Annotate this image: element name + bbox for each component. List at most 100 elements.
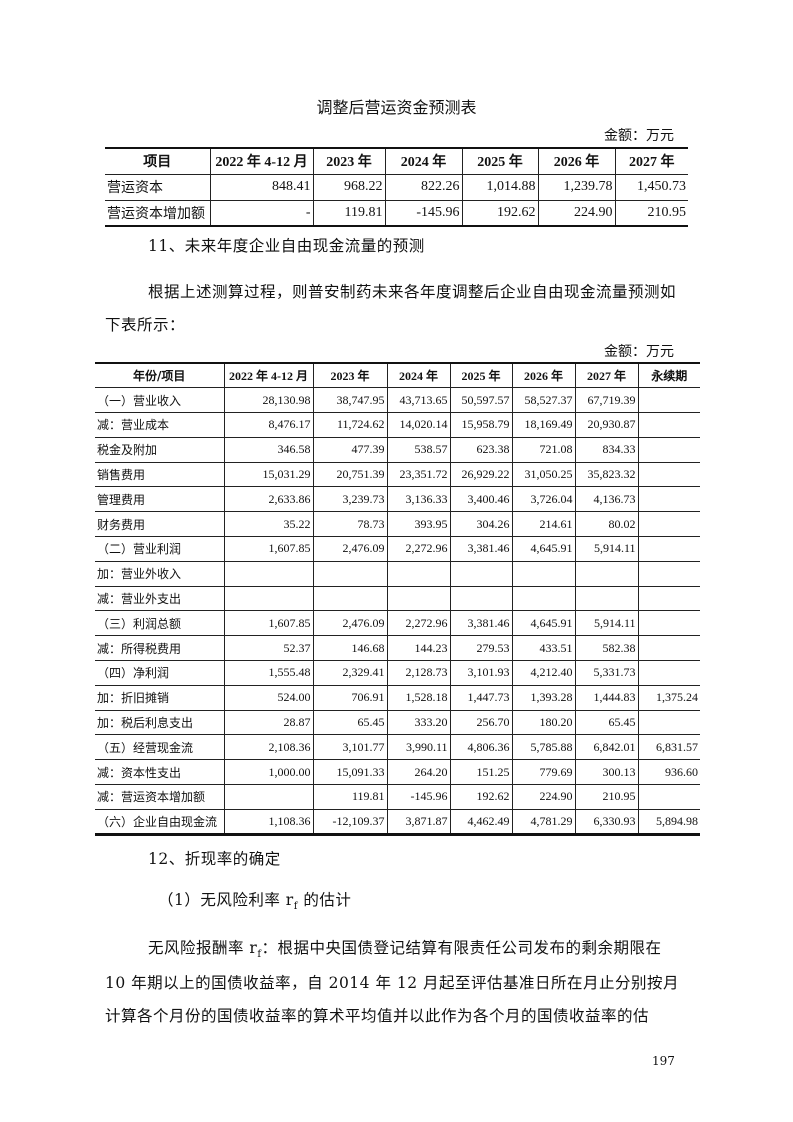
column-header: 2022 年 4-12 月 xyxy=(209,147,314,175)
row-label: 加：折旧摊销 xyxy=(95,684,225,711)
cell-value: 6,831.57 xyxy=(637,734,700,761)
cell-value: 20,930.87 xyxy=(574,412,639,438)
cell-value: 4,806.36 xyxy=(449,734,513,761)
cell-value: 538.57 xyxy=(386,436,451,463)
column-header: 年份/项目 xyxy=(95,362,225,389)
table-row: 财务费用 35.22 78.73 393.95 304.26 214.61 80.02 xyxy=(95,511,700,538)
cell-value: 3,101.93 xyxy=(449,660,513,686)
cell-value: 304.26 xyxy=(449,511,513,538)
table2-unit: 金额：万元 xyxy=(604,344,674,360)
cell-value: 31,050.25 xyxy=(511,461,576,488)
cell-value: 210.95 xyxy=(574,784,639,810)
cell-value: 1,447.73 xyxy=(449,684,513,711)
table-row: 减：营运资本增加额 119.81 -145.96 192.62 224.90 210.95 xyxy=(95,784,700,810)
cell-value: 224.90 xyxy=(537,199,616,227)
row-label: 加：营业外收入 xyxy=(95,560,225,587)
table1-title: 调整后营运资金预测表 xyxy=(316,98,477,117)
cell-value: 3,136.33 xyxy=(386,486,451,513)
cell-value: 5,914.11 xyxy=(574,536,639,562)
cell-value: 58,527.37 xyxy=(511,387,576,414)
table-row: 减：营业外支出 xyxy=(95,585,700,612)
table-row: （六）企业自由现金流 1,108.36 -12,109.37 3,871.87 4,46… xyxy=(95,808,700,835)
paragraph: 计算各个月份的国债收益率的算术平均值并以此作为各个月的国债收益率的估 xyxy=(105,1007,650,1025)
cell-value: 2,272.96 xyxy=(386,610,451,637)
page-number: 197 xyxy=(652,1054,675,1068)
column-header: 2026 年 xyxy=(511,362,576,389)
cell-value: 1,444.83 xyxy=(574,684,639,711)
cell-value: 4,645.91 xyxy=(511,610,576,637)
row-label: 销售费用 xyxy=(95,461,225,488)
column-header: 2025 年 xyxy=(461,147,539,175)
cell-value xyxy=(637,635,700,662)
cell-value xyxy=(637,387,700,414)
row-label: （四）净利润 xyxy=(95,660,225,686)
cell-value xyxy=(449,560,513,587)
paragraph: 根据上述测算过程，则普安制药未来各年度调整后企业自由现金流量预测如 xyxy=(148,283,677,301)
cell-value: 5,331.73 xyxy=(574,660,639,686)
cell-value: 477.39 xyxy=(312,436,388,463)
cell-value: 834.33 xyxy=(574,436,639,463)
cell-value: 1,000.00 xyxy=(223,759,314,786)
cell-value: 968.22 xyxy=(312,173,386,201)
text: 无风险报酬率 r xyxy=(148,939,258,957)
row-label: 减：资本性支出 xyxy=(95,759,225,786)
row-label: （六）企业自由现金流 xyxy=(95,808,225,835)
row-label: （三）利润总额 xyxy=(95,610,225,637)
cell-value xyxy=(637,560,700,587)
cell-value: 214.61 xyxy=(511,511,576,538)
table1-unit: 金额：万元 xyxy=(604,128,674,144)
cell-value: 2,476.09 xyxy=(312,536,388,562)
cell-value xyxy=(637,610,700,637)
column-header: 2027 年 xyxy=(574,362,639,389)
cell-value: 15,031.29 xyxy=(223,461,314,488)
cell-value: 11,724.62 xyxy=(312,412,388,438)
cell-value xyxy=(223,784,314,810)
cell-value: 264.20 xyxy=(386,759,451,786)
table-row: 减：资本性支出 1,000.00 15,091.33 264.20 151.25 779.… xyxy=(95,759,700,786)
cell-value: 582.38 xyxy=(574,635,639,662)
table-row: 加：折旧摊销 524.00 706.91 1,528.18 1,447.73 1,393.… xyxy=(95,684,700,711)
cell-value: 4,136.73 xyxy=(574,486,639,513)
cell-value: 20,751.39 xyxy=(312,461,388,488)
cell-value: 706.91 xyxy=(312,684,388,711)
cell-value: 23,351.72 xyxy=(386,461,451,488)
cell-value: 4,645.91 xyxy=(511,536,576,562)
cell-value: 2,476.09 xyxy=(312,610,388,637)
cell-value xyxy=(449,585,513,612)
cell-value xyxy=(386,560,451,587)
cell-value: 67,719.39 xyxy=(574,387,639,414)
cell-value xyxy=(312,585,388,612)
cell-value: 5,894.98 xyxy=(637,808,700,835)
cell-value: 3,239.73 xyxy=(312,486,388,513)
cell-value: 78.73 xyxy=(312,511,388,538)
cell-value: 28.87 xyxy=(223,709,314,736)
row-label: 加：税后利息支出 xyxy=(95,709,225,736)
cell-value: 38,747.95 xyxy=(312,387,388,414)
cell-value: 180.20 xyxy=(511,709,576,736)
cell-value: 779.69 xyxy=(511,759,576,786)
cell-value: 14,020.14 xyxy=(386,412,451,438)
row-label: 营运资本 xyxy=(105,173,211,201)
cell-value xyxy=(223,560,314,587)
cell-value: 52.37 xyxy=(223,635,314,662)
cell-value: 65.45 xyxy=(574,709,639,736)
cell-value xyxy=(511,585,576,612)
column-header: 2025 年 xyxy=(449,362,513,389)
cell-value: 192.62 xyxy=(461,199,539,227)
free-cash-flow-table: 年份/项目 2022 年 4-12 月 2023 年 2024 年 2025 年 2026… xyxy=(95,362,700,836)
cell-value xyxy=(637,585,700,612)
row-label: 减：营业成本 xyxy=(95,412,225,438)
row-label: （一）营业收入 xyxy=(95,387,225,414)
cell-value: 524.00 xyxy=(223,684,314,711)
paragraph: 下表所示： xyxy=(105,316,186,334)
cell-value: 26,929.22 xyxy=(449,461,513,488)
cell-value: -12,109.37 xyxy=(312,808,388,835)
cell-value: 210.95 xyxy=(614,199,688,227)
row-label: 财务费用 xyxy=(95,511,225,538)
row-label: 管理费用 xyxy=(95,486,225,513)
cell-value: 3,726.04 xyxy=(511,486,576,513)
cell-value xyxy=(637,511,700,538)
cell-value: 433.51 xyxy=(511,635,576,662)
